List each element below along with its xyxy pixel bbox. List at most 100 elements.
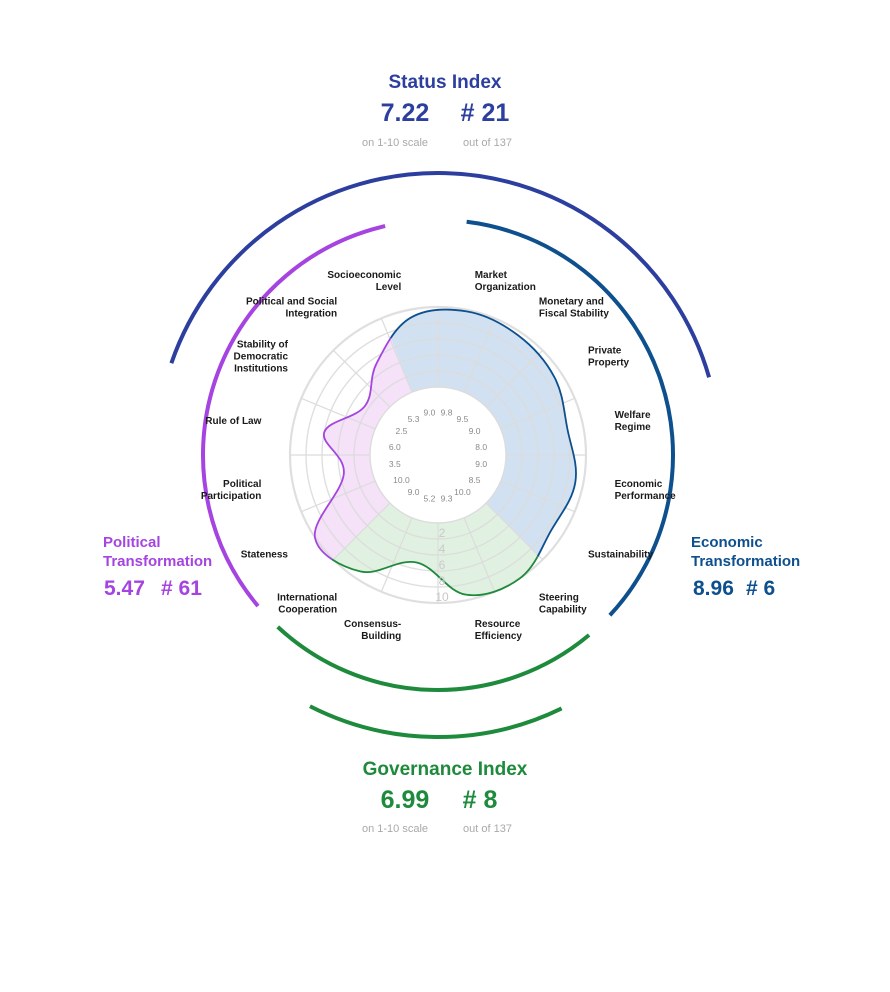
status-index-rank-note: out of 137 xyxy=(463,137,512,149)
status-index-title: Status Index xyxy=(388,72,502,93)
political-arc xyxy=(200,224,386,608)
value-label: 9.3 xyxy=(441,494,453,504)
criterion-label-line: Sustainability xyxy=(588,549,653,560)
value-label: 9.0 xyxy=(475,459,487,469)
criterion-label-line: Building xyxy=(361,631,401,642)
value-label: 5.2 xyxy=(424,494,436,504)
criterion-label-line: Organization xyxy=(475,282,536,293)
criterion-label-line: Democratic xyxy=(234,352,289,363)
criterion-label: Socioeconomic Level xyxy=(327,270,401,293)
economic-title-line1: Economic xyxy=(691,534,763,551)
criterion-label-line: Stateness xyxy=(241,549,289,560)
criterion-label: Private Property xyxy=(588,346,630,369)
value-label: 8.5 xyxy=(469,475,481,485)
grid-spoke xyxy=(500,480,575,513)
political-transformation-score: 5.47 xyxy=(104,577,145,600)
economic-arc xyxy=(466,219,676,617)
grid-spoke xyxy=(380,517,413,592)
value-label: 10.0 xyxy=(454,487,471,497)
political-title-line1: Political xyxy=(103,534,161,551)
criterion-label-line: Fiscal Stability xyxy=(539,309,609,320)
radar-outline xyxy=(314,308,577,597)
criterion-label-line: International xyxy=(277,593,337,604)
criterion-label-line: Property xyxy=(588,358,630,369)
criteria-labels: 2468109.89.59.08.09.08.510.09.35.29.010.… xyxy=(201,270,676,642)
criterion-label: International Cooperation xyxy=(277,593,337,616)
economic-line xyxy=(389,308,577,557)
value-label: 8.0 xyxy=(475,442,487,452)
governance-arc xyxy=(276,625,591,693)
value-label: 9.5 xyxy=(457,414,469,424)
governance-index-score: 6.99 xyxy=(380,786,430,814)
value-label: 5.3 xyxy=(408,414,420,424)
criterion-label-line: Resource xyxy=(475,619,521,630)
criterion-label-line: Political and Social xyxy=(246,297,337,308)
economic-transformation-title: Economic Transformation xyxy=(691,533,800,571)
value-label: 9.8 xyxy=(441,407,453,417)
criterion-label-line: Private xyxy=(588,346,622,357)
status-index-score: 7.22 xyxy=(380,99,430,127)
criterion-label-line: Steering xyxy=(539,593,579,604)
grid-spoke xyxy=(485,502,544,561)
criterion-label-line: Rule of Law xyxy=(205,416,261,427)
value-label: 3.5 xyxy=(389,459,401,469)
criterion-label-line: Consensus- xyxy=(344,619,401,630)
ring-label-6: 6 xyxy=(439,558,446,572)
value-label: 6.0 xyxy=(389,442,401,452)
criterion-label: Welfare Regime xyxy=(615,410,652,433)
criterion-label-line: Institutions xyxy=(234,364,288,375)
criterion-label: Political and Social Integration xyxy=(246,297,337,320)
ring-label-2: 2 xyxy=(439,526,446,540)
criterion-label-line: Integration xyxy=(285,309,337,320)
criterion-label-line: Regime xyxy=(615,422,652,433)
criterion-label: Consensus-Building xyxy=(344,619,401,642)
grid-spoke xyxy=(301,397,376,430)
criterion-label-line: Capability xyxy=(539,605,587,616)
grid-spoke xyxy=(485,349,544,408)
economic-title-line2: Transformation xyxy=(691,553,801,570)
grid-inner-disk xyxy=(369,386,507,524)
economic-transformation-score: 8.96 xyxy=(693,577,734,600)
status-index-rank: # 21 xyxy=(460,99,510,127)
political-line xyxy=(314,337,392,560)
governance-index-title: Governance Index xyxy=(362,759,528,780)
criterion-label-line: Welfare xyxy=(615,410,651,421)
criterion-label: Resource Efficiency xyxy=(475,619,523,642)
grid-spoke xyxy=(332,349,391,408)
criterion-label-line: Monetary and xyxy=(539,297,604,308)
value-label: 2.5 xyxy=(396,426,408,436)
political-transformation-title: Political Transformation xyxy=(103,533,212,571)
governance-index-arc xyxy=(309,704,563,739)
criterion-label-line: Stability of xyxy=(237,340,289,351)
value-label: 9.0 xyxy=(424,407,436,417)
status-index-block: Status Index xyxy=(345,72,545,94)
criterion-label-line: Market xyxy=(475,270,508,281)
criterion-label: Stateness xyxy=(241,549,289,560)
status-index-arc xyxy=(169,170,712,378)
criterion-label-line: Socioeconomic xyxy=(327,270,401,281)
grid-spoke xyxy=(463,517,496,592)
criterion-label: Market Organization xyxy=(475,270,536,293)
criterion-label-line: Political xyxy=(223,479,262,490)
criterion-label: Political Participation xyxy=(201,479,262,502)
index-arcs xyxy=(169,170,712,739)
criterion-label-line: Performance xyxy=(615,491,677,502)
criterion-label: Stability of Democratic Institutions xyxy=(234,340,289,375)
criterion-label: Steering Capability xyxy=(539,593,587,616)
political-area xyxy=(314,337,412,560)
governance-index-rank-note: out of 137 xyxy=(463,823,512,835)
grid-spoke xyxy=(380,318,413,393)
criterion-label: Economic Performance xyxy=(615,479,677,502)
political-title-line2: Transformation xyxy=(103,553,213,570)
value-label: 10.0 xyxy=(393,475,410,485)
governance-index-rank: # 8 xyxy=(462,786,498,814)
grid-spoke xyxy=(301,480,376,513)
criterion-label-line: Participation xyxy=(201,491,262,502)
grid-spoke xyxy=(332,502,391,561)
value-label: 9.0 xyxy=(408,487,420,497)
governance-line xyxy=(331,556,539,597)
status-index-scale-note: on 1-10 scale xyxy=(361,137,429,149)
criterion-label-line: Cooperation xyxy=(278,605,337,616)
ring-label-8: 8 xyxy=(439,574,446,588)
